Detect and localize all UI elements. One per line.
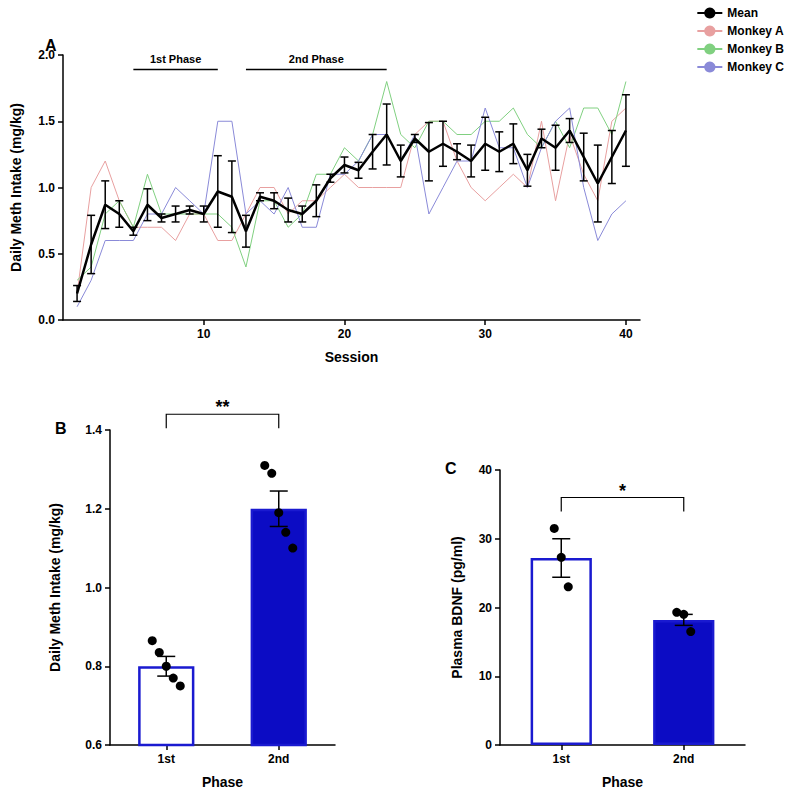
svg-text:40: 40	[619, 327, 633, 341]
svg-text:Phase: Phase	[202, 774, 243, 790]
svg-text:20: 20	[338, 327, 352, 341]
svg-text:1.0: 1.0	[38, 181, 55, 195]
svg-text:30: 30	[479, 327, 493, 341]
svg-text:2nd: 2nd	[268, 752, 289, 766]
svg-text:B: B	[55, 420, 67, 437]
svg-text:2nd Phase: 2nd Phase	[289, 53, 344, 65]
svg-text:0.5: 0.5	[38, 247, 55, 261]
svg-text:A: A	[45, 37, 57, 54]
svg-text:Daily Meth Intake (mg/kg): Daily Meth Intake (mg/kg)	[47, 503, 63, 672]
svg-text:1st Phase: 1st Phase	[150, 53, 201, 65]
svg-text:*: *	[619, 481, 626, 501]
svg-text:Monkey A: Monkey A	[727, 24, 784, 38]
svg-text:Session: Session	[325, 349, 379, 365]
svg-text:**: **	[215, 397, 229, 417]
svg-text:1st: 1st	[553, 752, 570, 766]
svg-text:Mean: Mean	[727, 6, 758, 20]
svg-text:30: 30	[479, 532, 493, 546]
svg-text:0.6: 0.6	[85, 738, 102, 752]
svg-text:10: 10	[479, 669, 493, 683]
svg-text:20: 20	[479, 601, 493, 615]
svg-text:40: 40	[479, 463, 493, 477]
svg-text:0.0: 0.0	[38, 313, 55, 327]
svg-text:Plasma BDNF (pg/ml): Plasma BDNF (pg/ml)	[449, 536, 465, 678]
svg-text:C: C	[445, 460, 457, 477]
svg-text:0.8: 0.8	[85, 659, 102, 673]
svg-text:Daily Meth Intake (mg/kg): Daily Meth Intake (mg/kg)	[8, 103, 24, 272]
svg-text:1st: 1st	[158, 752, 175, 766]
svg-text:Monkey B: Monkey B	[727, 42, 784, 56]
svg-text:1.4: 1.4	[85, 423, 102, 437]
svg-text:1.0: 1.0	[85, 581, 102, 595]
svg-text:Monkey C: Monkey C	[727, 60, 784, 74]
svg-text:1.5: 1.5	[38, 114, 55, 128]
svg-text:Phase: Phase	[602, 774, 643, 790]
svg-text:0: 0	[485, 738, 492, 752]
svg-text:1.2: 1.2	[85, 502, 102, 516]
svg-text:2nd: 2nd	[673, 752, 694, 766]
svg-text:2.0: 2.0	[38, 48, 55, 62]
svg-text:10: 10	[197, 327, 211, 341]
